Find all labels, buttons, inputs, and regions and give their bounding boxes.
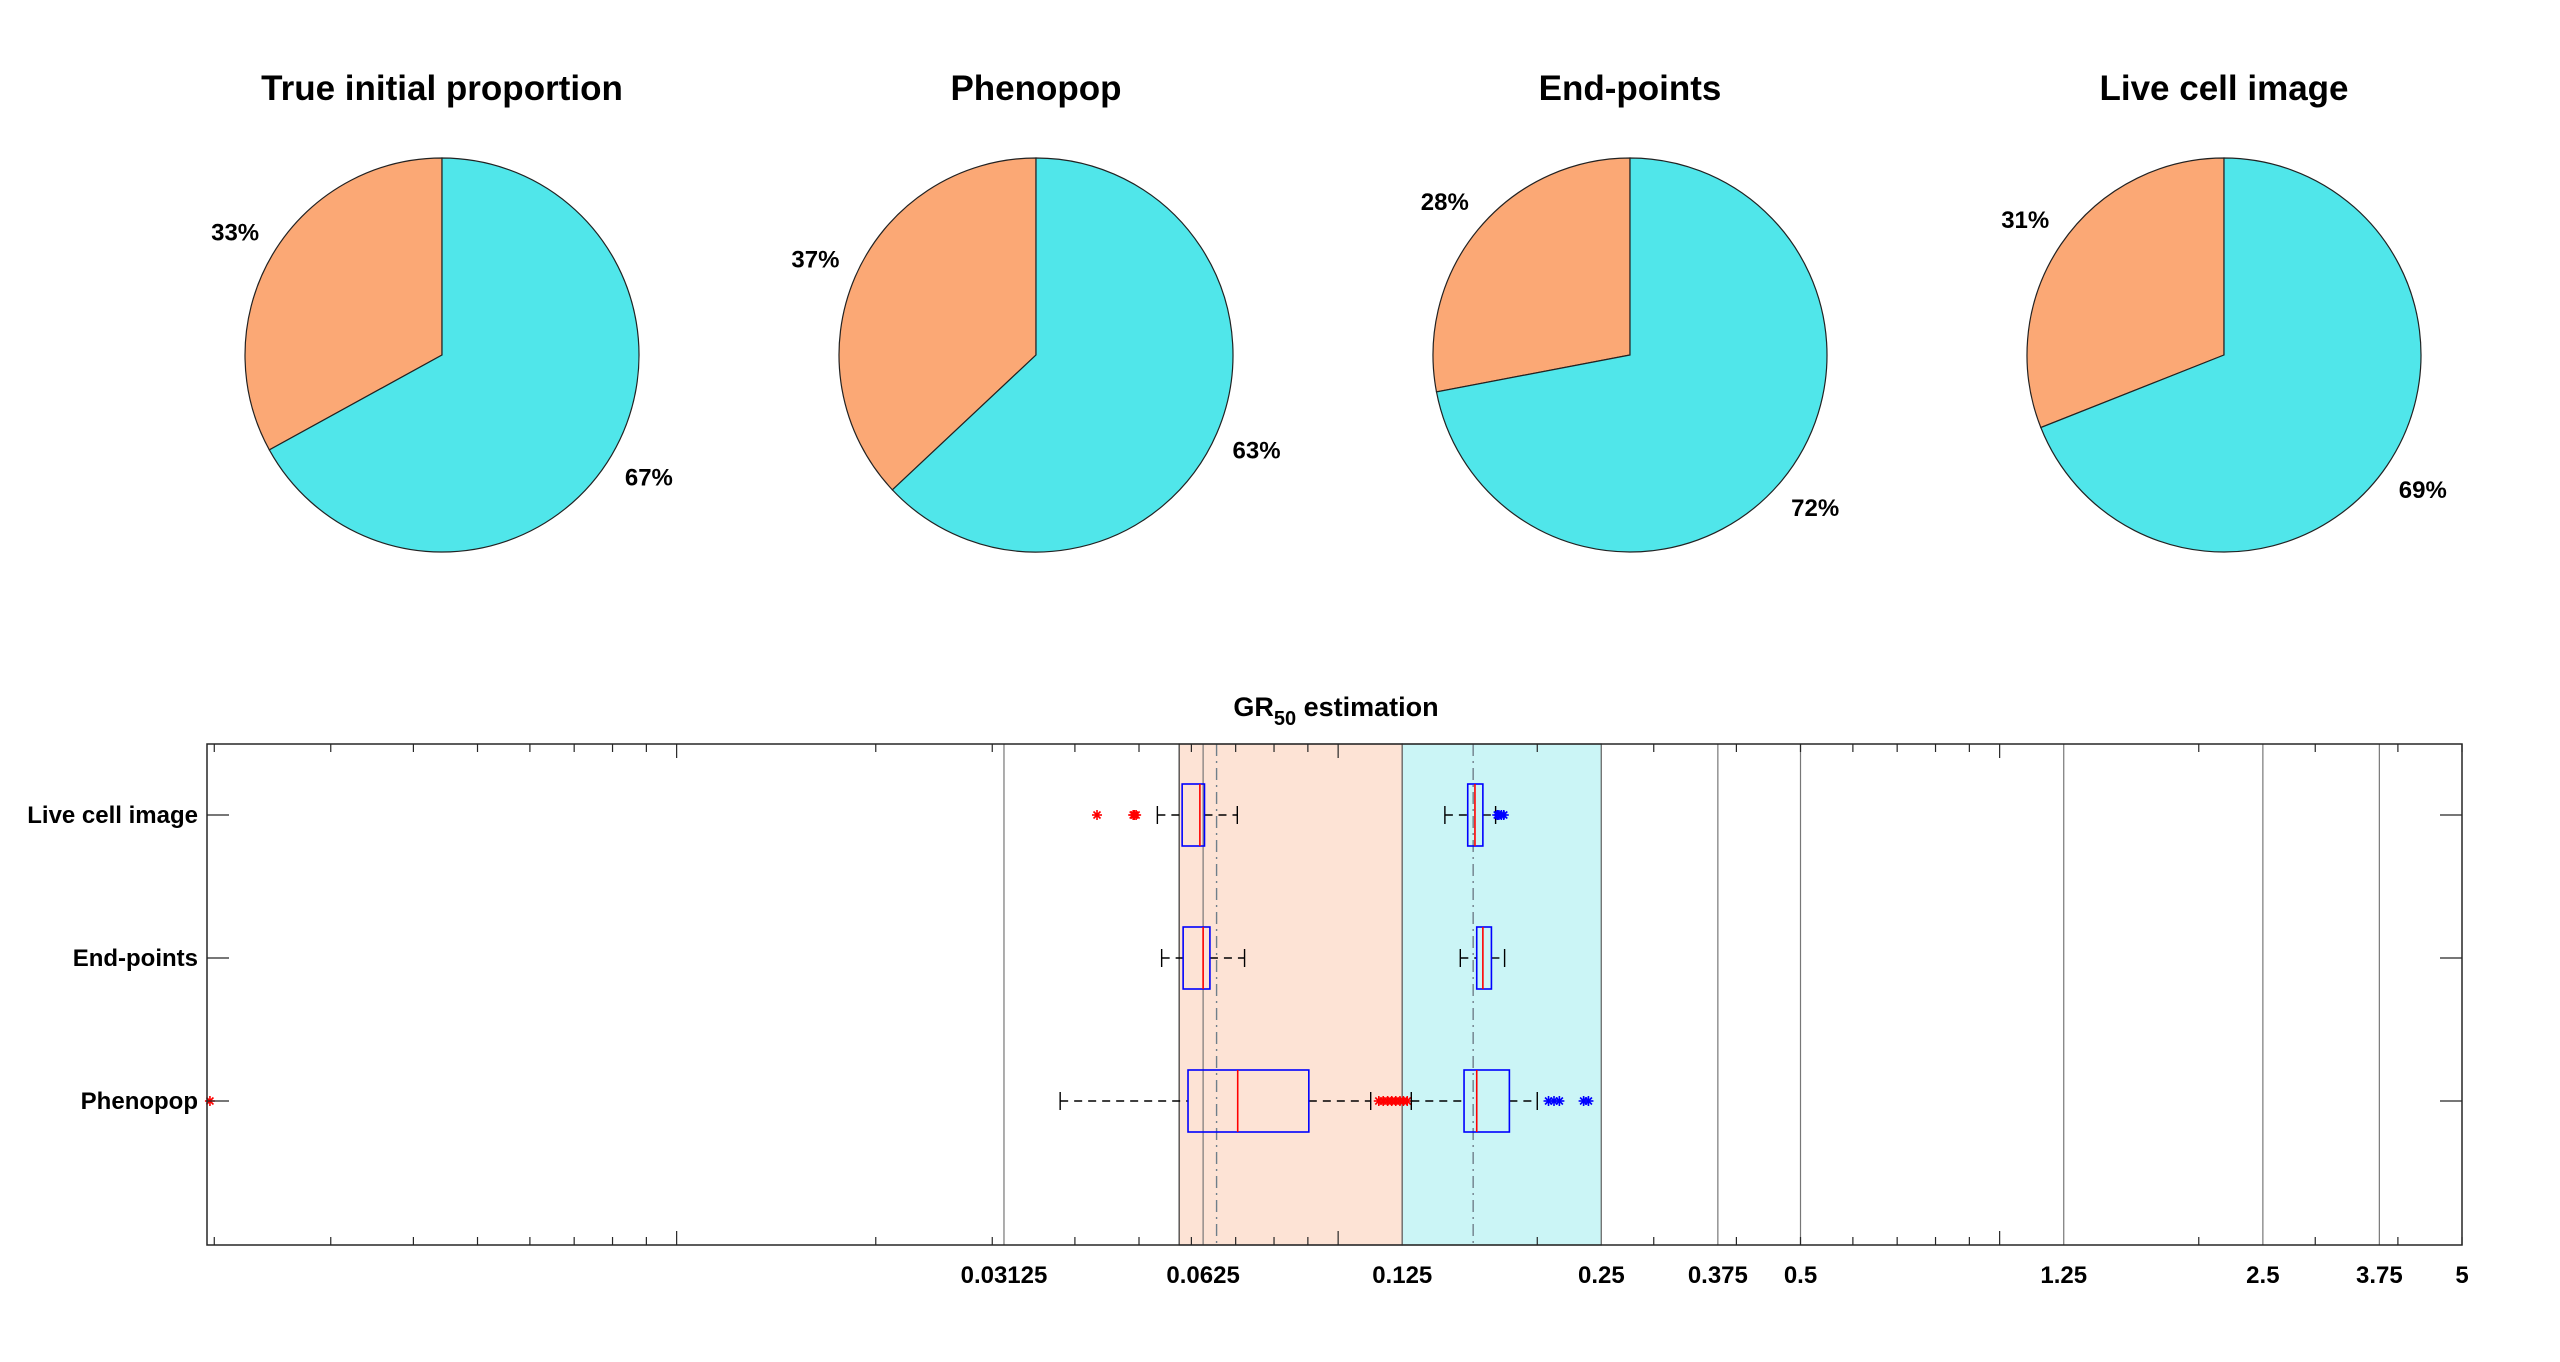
x-tick-label: 0.0625 [1166,1262,1239,1289]
box [1181,783,1206,847]
gr50-gridlines [1003,744,2380,1245]
outlier-marker [1554,1096,1565,1106]
outlier-marker [1092,810,1103,820]
pie-title: Phenopop [950,69,1121,108]
gr50-x-tick-labels: 0.03125 0.0625 0.125 0.25 0.375 0.5 1.25 2.5 3.7… [961,1262,2469,1289]
x-tick-label: 0.125 [1372,1262,1432,1289]
gr50-bands [1178,743,1602,1246]
gr50-row-labels: Live cell image End-points Phenopop [27,802,198,1115]
outlier-marker [1402,1096,1413,1106]
x-tick-label: 1.25 [2040,1262,2087,1289]
outlier-marker [1498,810,1509,820]
box [1475,926,1493,990]
pie-title: End-points [1539,69,1722,108]
box [1182,926,1211,990]
gr50-boxplot: GR50 estimation 0.03125 0.0625 0.125 0.25 0.… [27,692,2468,1289]
boxplot-title-suffix: estimation [1296,692,1439,722]
outlier-marker [1131,810,1142,820]
pie-slice [838,157,1037,491]
boxplot-title-subscript: 50 [1274,708,1296,730]
pie-slice-label: 31% [2001,207,2049,234]
x-tick-label: 0.25 [1578,1262,1625,1289]
pie-slice [244,157,443,451]
pie-slice [2040,157,2422,553]
box [1187,1069,1310,1133]
gr50-tick-marks [207,744,2463,1245]
pie-slice-label: 72% [1791,495,1839,522]
x-tick-label: 0.03125 [961,1262,1048,1289]
gr50-boxes [204,783,1594,1133]
pie-slice [2026,157,2225,429]
pie-title: True initial proportion [261,69,623,108]
pie-slice-label: 28% [1421,189,1469,216]
row-label: Phenopop [81,1088,198,1115]
pie-slice-label: 63% [1233,437,1281,464]
pie-slice [891,157,1234,553]
box [1463,1069,1511,1133]
x-tick-label: 5 [2455,1262,2468,1289]
x-tick-label: 2.5 [2246,1262,2279,1289]
pie-slice-label: 69% [2399,477,2447,504]
row-label: Live cell image [27,802,198,829]
boxplot-title-main: GR [1233,692,1274,722]
pie-phenopop: Phenopop 37% 63% [791,69,1281,553]
x-tick-label: 3.75 [2356,1262,2403,1289]
row-label: End-points [73,945,198,972]
pie-slice [1432,157,1631,393]
gr50-reference-lines [1215,744,1474,1245]
x-tick-label: 0.5 [1784,1262,1817,1289]
pie-slice-label: 33% [211,220,259,247]
pie-end-points: End-points 28% 72% [1421,69,1839,553]
boxplot-axes-frame [206,743,2463,1246]
pie-slice-label: 37% [791,247,839,274]
pie-slice [268,157,640,553]
pie-slice [1435,157,1828,553]
pie-title: Live cell image [2099,69,2348,108]
boxplot-title: GR50 estimation [1233,692,1438,730]
pie-true-initial-proportion: True initial proportion 33% 67% [211,69,673,553]
x-tick-label: 0.375 [1688,1262,1748,1289]
pie-slice-label: 67% [625,464,673,491]
pie-live-cell-image: Live cell image 31% 69% [2001,69,2447,553]
highlight-band [1178,743,1403,1246]
outlier-marker [1583,1096,1594,1106]
